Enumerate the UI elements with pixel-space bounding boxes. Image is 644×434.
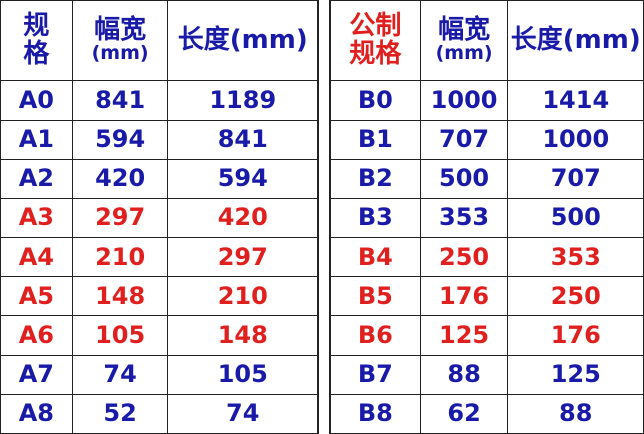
cell-width: 62 [419, 393, 509, 434]
cell-width: 148 [71, 276, 169, 317]
cell-length: 210 [167, 276, 318, 317]
cell-spec: B5 [330, 276, 421, 317]
cell-width: 176 [419, 276, 509, 317]
header-width: 幅宽 (mm) [71, 0, 169, 82]
cell-spec: B3 [330, 197, 421, 239]
cell-width: 105 [71, 315, 169, 356]
cell-spec: A7 [0, 354, 73, 395]
table-row: B1 707 1000 [330, 119, 644, 160]
cell-width: 1000 [419, 80, 509, 121]
table-row: B2 500 707 [330, 158, 644, 199]
cell-length: 148 [167, 315, 318, 356]
cell-length: 594 [167, 158, 318, 199]
cell-spec: B1 [330, 119, 421, 160]
cell-length: 250 [507, 276, 644, 317]
cell-length: 74 [167, 393, 318, 434]
cell-length: 420 [167, 197, 318, 239]
cell-width: 250 [419, 237, 509, 278]
cell-length: 88 [507, 393, 644, 434]
cell-spec: A4 [0, 237, 73, 278]
cell-width: 707 [419, 119, 509, 160]
cell-length: 1000 [507, 119, 644, 160]
cell-length: 353 [507, 237, 644, 278]
table-row: B5 176 250 [330, 276, 644, 317]
table-row: B8 62 88 [330, 393, 644, 434]
cell-spec: B2 [330, 158, 421, 199]
table-row: A0 841 1189 [0, 80, 318, 121]
table-row: B6 125 176 [330, 315, 644, 356]
cell-spec: B7 [330, 354, 421, 395]
cell-width: 210 [71, 237, 169, 278]
table-row: A8 52 74 [0, 393, 318, 434]
cell-length: 500 [507, 197, 644, 239]
table-divider [318, 0, 330, 434]
cell-length: 105 [167, 354, 318, 395]
cell-spec: A5 [0, 276, 73, 317]
table-row: A7 74 105 [0, 354, 318, 395]
cell-length: 841 [167, 119, 318, 160]
cell-spec: A8 [0, 393, 73, 434]
cell-width: 52 [71, 393, 169, 434]
table-row: A3 297 420 [0, 197, 318, 239]
table-row: B0 1000 1414 [330, 80, 644, 121]
cell-width: 88 [419, 354, 509, 395]
cell-width: 353 [419, 197, 509, 239]
cell-width: 500 [419, 158, 509, 199]
cell-width: 125 [419, 315, 509, 356]
cell-width: 74 [71, 354, 169, 395]
header-spec: 规格 [0, 0, 73, 82]
cell-width: 841 [71, 80, 169, 121]
cell-length: 125 [507, 354, 644, 395]
cell-length: 176 [507, 315, 644, 356]
cell-spec: A6 [0, 315, 73, 356]
header-row: 规格 幅宽 (mm) 长度(mm) [0, 0, 318, 82]
table-row: B3 353 500 [330, 197, 644, 239]
cell-spec: B6 [330, 315, 421, 356]
cell-width: 420 [71, 158, 169, 199]
header-spec: 公制规格 [330, 0, 421, 82]
table-row: A4 210 297 [0, 237, 318, 278]
header-length: 长度(mm) [507, 0, 644, 82]
b-series-table: 公制规格 幅宽 (mm) 长度(mm) B0 1000 1414 B1 707 1000 B2… [330, 0, 644, 434]
header-width: 幅宽 (mm) [419, 0, 509, 82]
cell-length: 1189 [167, 80, 318, 121]
a-series-table: 规格 幅宽 (mm) 长度(mm) A0 841 1189 A1 594 841 A2 420 5… [0, 0, 318, 434]
cell-spec: A1 [0, 119, 73, 160]
table-row: A2 420 594 [0, 158, 318, 199]
cell-width: 297 [71, 197, 169, 239]
cell-spec: B0 [330, 80, 421, 121]
cell-spec: A3 [0, 197, 73, 239]
cell-width: 594 [71, 119, 169, 160]
table-row: A1 594 841 [0, 119, 318, 160]
cell-spec: A2 [0, 158, 73, 199]
cell-spec: A0 [0, 80, 73, 121]
cell-length: 297 [167, 237, 318, 278]
header-row: 公制规格 幅宽 (mm) 长度(mm) [330, 0, 644, 82]
table-row: B7 88 125 [330, 354, 644, 395]
cell-spec: B4 [330, 237, 421, 278]
cell-length: 1414 [507, 80, 644, 121]
table-row: A6 105 148 [0, 315, 318, 356]
table-row: B4 250 353 [330, 237, 644, 278]
cell-spec: B8 [330, 393, 421, 434]
table-row: A5 148 210 [0, 276, 318, 317]
header-length: 长度(mm) [167, 0, 318, 82]
cell-length: 707 [507, 158, 644, 199]
